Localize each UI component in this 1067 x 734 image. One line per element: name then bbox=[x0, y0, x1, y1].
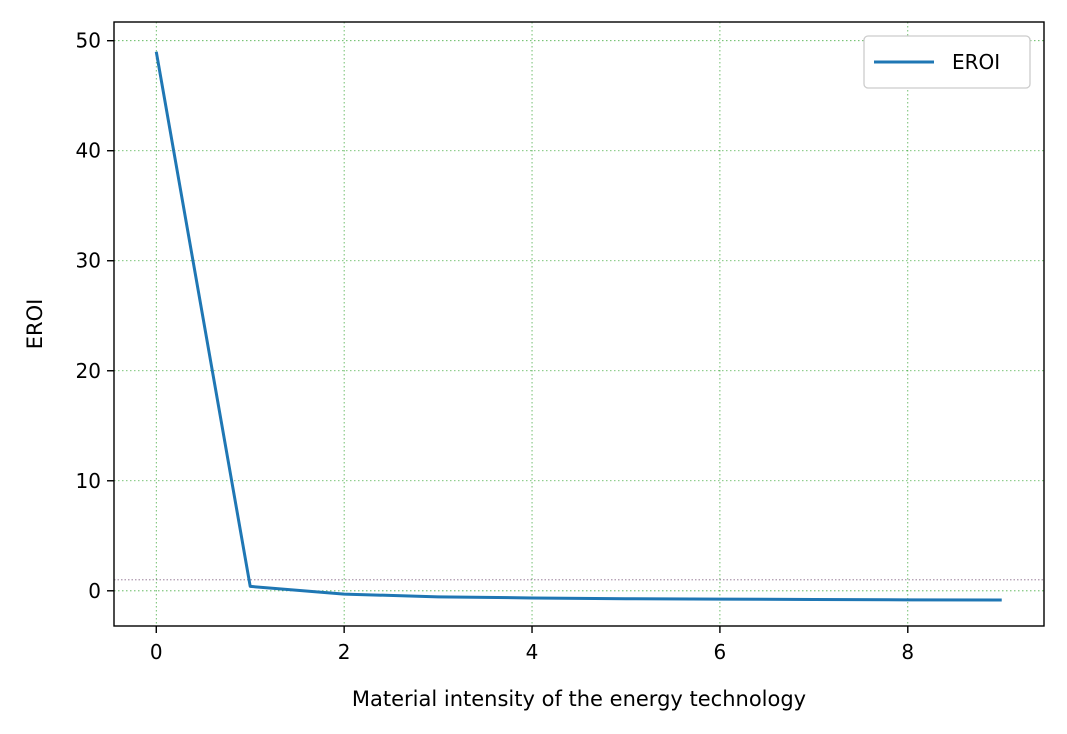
x-tick-label: 0 bbox=[150, 640, 163, 664]
legend: EROI bbox=[863, 35, 1031, 89]
x-axis: 0 2 4 6 8 bbox=[150, 626, 914, 664]
series-line-eroi bbox=[154, 51, 1002, 602]
x-tick-label: 8 bbox=[901, 640, 914, 664]
legend-box bbox=[863, 35, 1031, 89]
y-tick-label: 20 bbox=[76, 359, 101, 383]
x-axis-label: Material intensity of the energy technol… bbox=[352, 687, 806, 711]
grid bbox=[114, 22, 1044, 626]
plot-frame bbox=[113, 21, 1045, 627]
y-tick-label: 50 bbox=[76, 29, 101, 53]
x-tick-label: 2 bbox=[338, 640, 351, 664]
legend-label-eroi: EROI bbox=[952, 50, 1000, 74]
y-axis-label: EROI bbox=[23, 299, 47, 350]
y-tick-label: 10 bbox=[76, 469, 101, 493]
series-group bbox=[154, 51, 1002, 602]
y-tick-label: 40 bbox=[76, 139, 101, 163]
y-axis: 0 10 20 30 40 50 bbox=[76, 29, 114, 603]
y-tick-label: 0 bbox=[88, 579, 101, 603]
y-tick-label: 30 bbox=[76, 249, 101, 273]
x-tick-label: 4 bbox=[526, 640, 539, 664]
x-tick-label: 6 bbox=[714, 640, 727, 664]
